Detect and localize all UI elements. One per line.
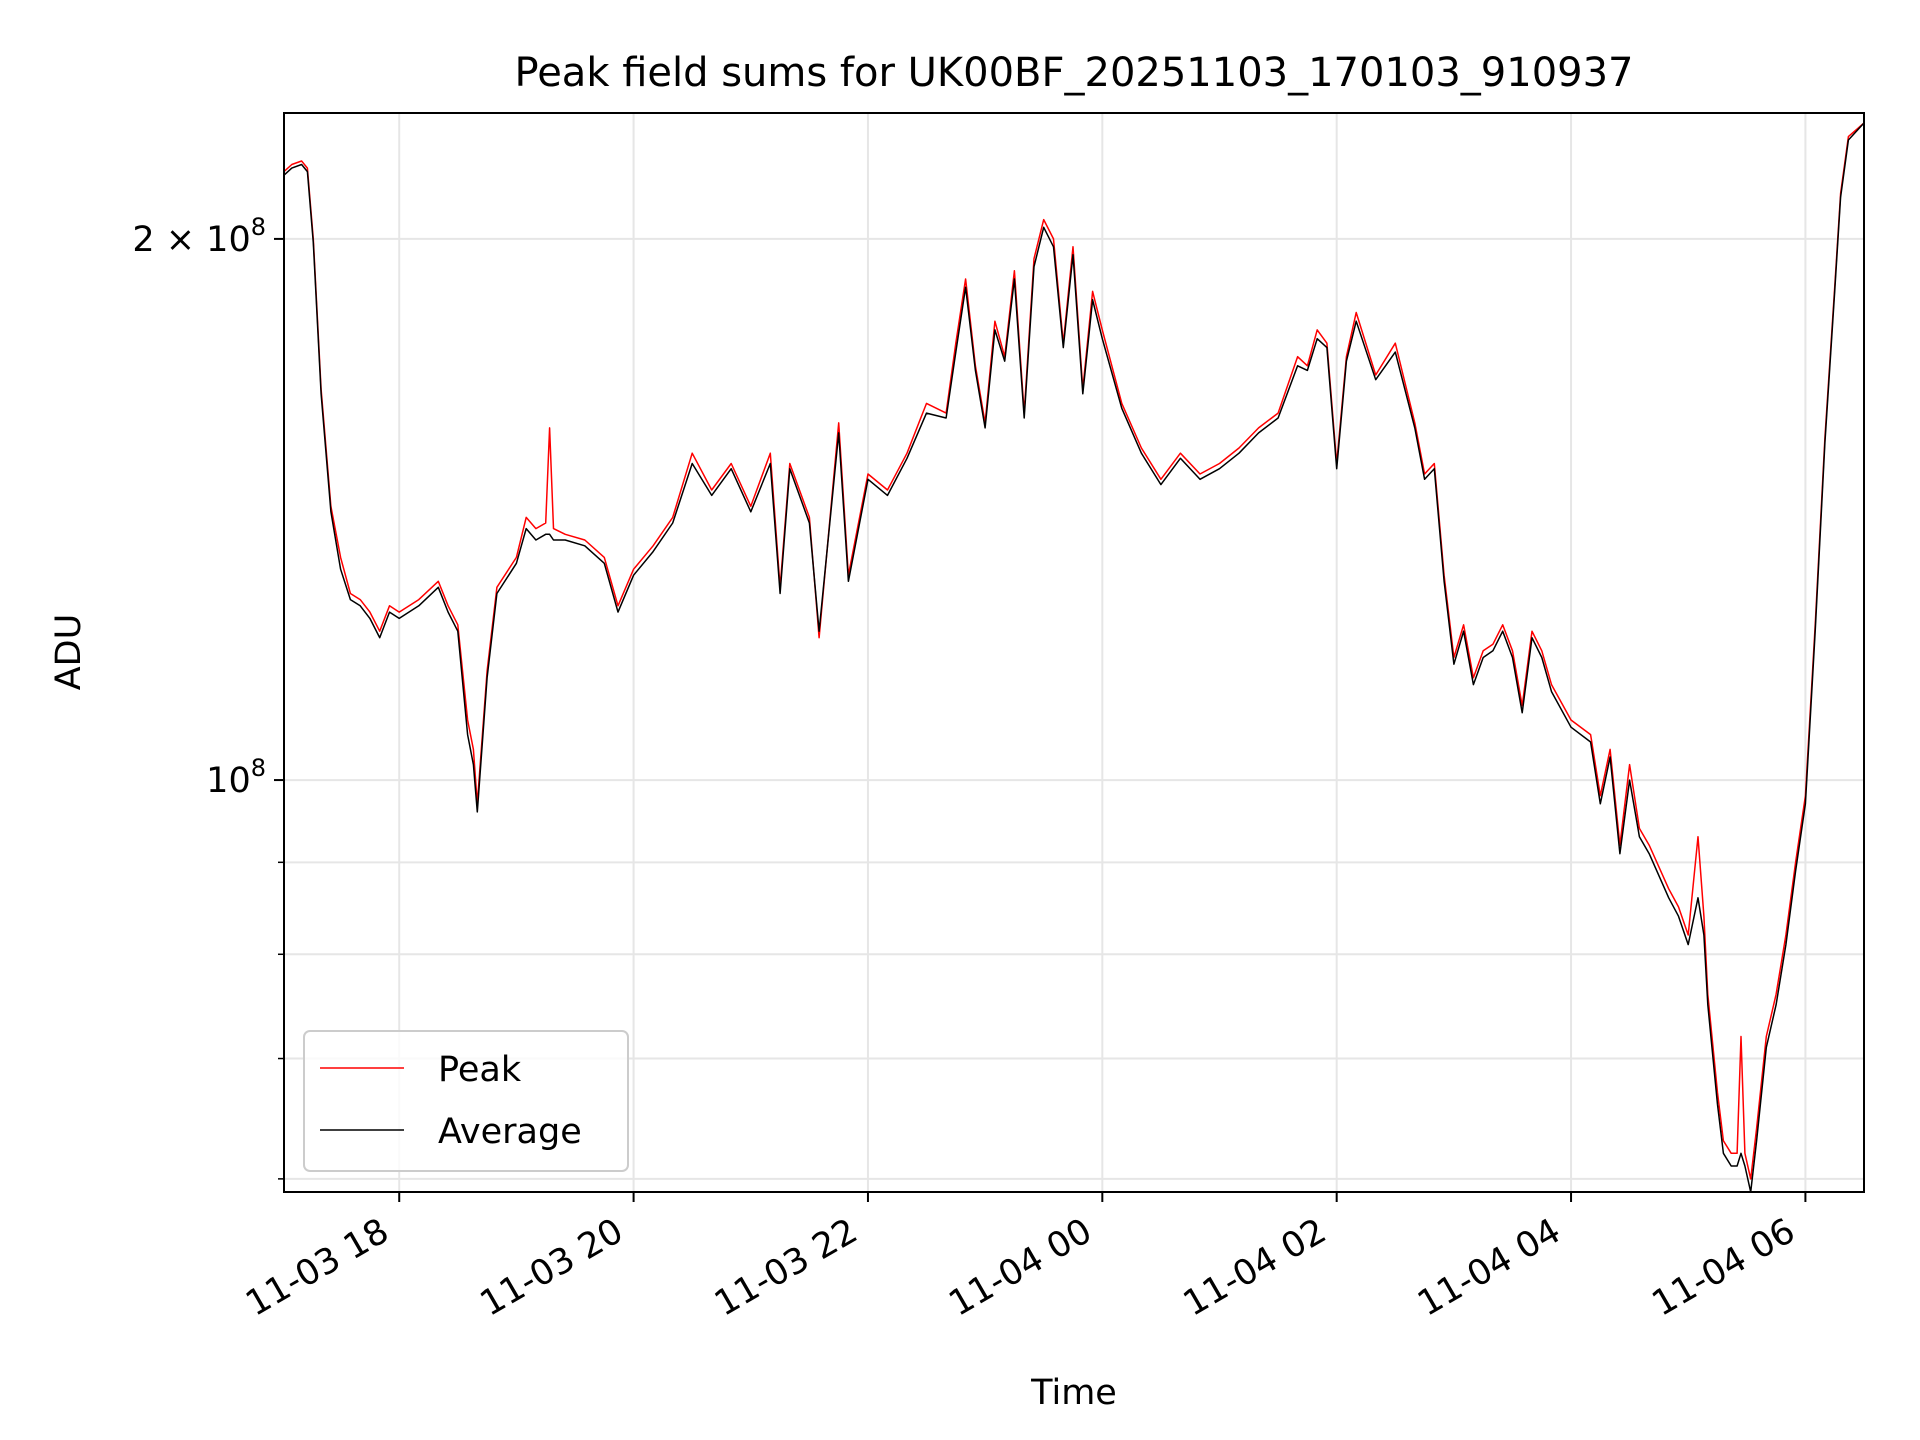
legend-peak-label: Peak (438, 1050, 522, 1090)
legend: Peak Average (303, 1030, 629, 1172)
y-axis-ticks: 108 2 × 108 (132, 213, 284, 1180)
series-line-average (283, 122, 1865, 1193)
plot-frame (283, 112, 1865, 1193)
x-axis-label: Time (1030, 1373, 1117, 1413)
y-tick-label: 108 (206, 754, 266, 801)
legend-box (303, 1030, 629, 1172)
legend-average-label: Average (438, 1112, 582, 1152)
chart-title: Peak field sums for UK00BF_20251103_1701… (515, 50, 1634, 96)
y-axis-label: ADU (49, 614, 89, 691)
plot-series (283, 122, 1865, 1193)
x-gridlines (398, 113, 1807, 1192)
series-line-peak (283, 122, 1865, 1180)
y-tick-label: 2 × 108 (132, 213, 266, 260)
